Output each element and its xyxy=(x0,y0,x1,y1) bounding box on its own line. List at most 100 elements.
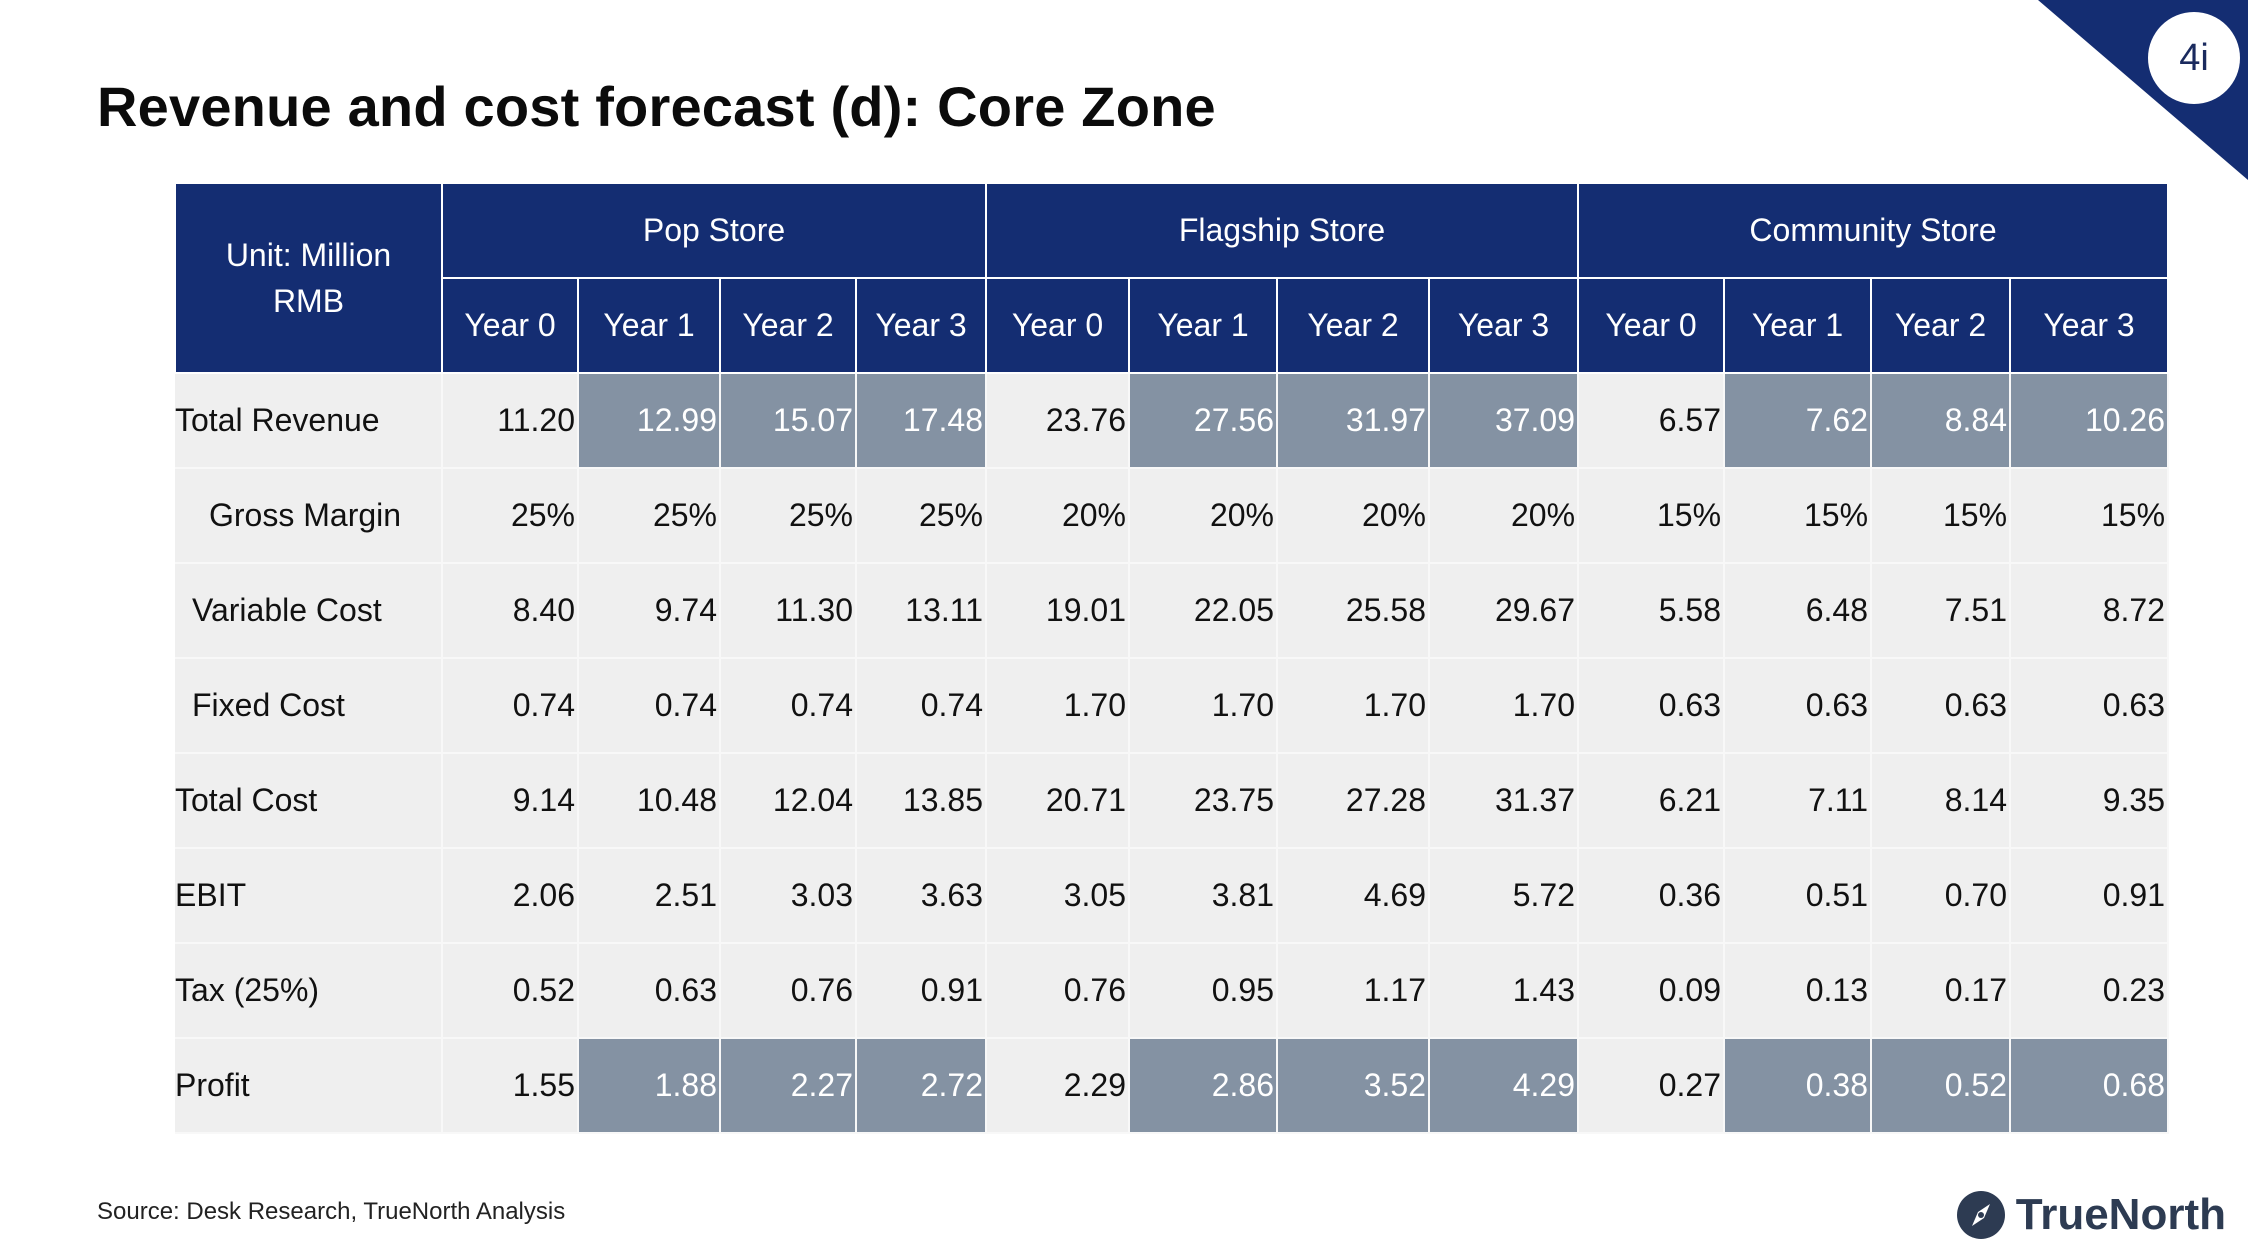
table-cell: 0.63 xyxy=(578,943,721,1039)
year-header: Year 2 xyxy=(1276,277,1430,374)
table-cell: 6.21 xyxy=(1578,753,1726,849)
table-cell: 3.03 xyxy=(720,848,857,944)
slide-number: 4i xyxy=(2148,12,2240,104)
row-label: Tax (25%) xyxy=(175,943,443,1039)
row-label: Total Revenue xyxy=(175,373,443,469)
source-note: Source: Desk Research, TrueNorth Analysi… xyxy=(97,1198,566,1225)
year-header: Year 2 xyxy=(719,277,857,374)
table-cell: 13.85 xyxy=(856,753,987,849)
table-cell: 10.26 xyxy=(2010,373,2170,469)
row-label: Profit xyxy=(175,1038,443,1134)
table-cell: 0.23 xyxy=(2010,943,2170,1039)
table-cell: 15% xyxy=(1871,468,2012,564)
table-cell: 13.11 xyxy=(856,563,987,659)
table-cell: 2.51 xyxy=(578,848,721,944)
table-cell: 0.70 xyxy=(1871,848,2012,944)
table-cell: 17.48 xyxy=(856,373,987,469)
year-header: Year 3 xyxy=(1427,277,1580,374)
table-cell: 5.58 xyxy=(1578,563,1726,659)
table-cell: 1.88 xyxy=(578,1038,721,1134)
table-cell: 1.70 xyxy=(1129,658,1278,754)
table-cell: 1.43 xyxy=(1429,943,1580,1039)
table-cell: 8.40 xyxy=(442,563,579,659)
table-cell: 0.17 xyxy=(1871,943,2012,1039)
unit-label: Unit: Million RMB xyxy=(225,237,392,319)
table-cell: 15% xyxy=(1578,468,1726,564)
table-cell: 9.35 xyxy=(2010,753,2170,849)
table-cell: 0.09 xyxy=(1578,943,1726,1039)
table-cell: 4.29 xyxy=(1429,1038,1580,1134)
table-cell: 0.91 xyxy=(2010,848,2170,944)
year-header: Year 1 xyxy=(1723,277,1873,374)
table-cell: 1.70 xyxy=(986,658,1130,754)
table-cell: 15.07 xyxy=(720,373,857,469)
table-cell: 2.27 xyxy=(720,1038,857,1134)
table-cell: 0.74 xyxy=(856,658,987,754)
table-row: EBIT 2.06 2.51 3.03 3.63 3.05 3.81 4.69 5.72 0.36… xyxy=(175,848,2170,944)
year-header: Year 1 xyxy=(577,277,721,374)
group-header-row: Unit: Million RMB Pop Store Flagship Sto… xyxy=(174,182,2170,374)
table-cell: 9.74 xyxy=(578,563,721,659)
table-cell: 0.74 xyxy=(720,658,857,754)
table-cell: 25.58 xyxy=(1277,563,1430,659)
table-cell: 0.76 xyxy=(986,943,1130,1039)
table-row: Gross Margin 25% 25% 25% 25% 20% 20% 20% 20% 15% 1… xyxy=(175,468,2170,564)
table-cell: 7.62 xyxy=(1724,373,1873,469)
table-cell: 2.06 xyxy=(442,848,579,944)
table-cell: 0.63 xyxy=(1578,658,1726,754)
table-cell: 3.81 xyxy=(1129,848,1278,944)
forecast-table: Unit: Million RMB Pop Store Flagship Sto… xyxy=(174,182,2170,1134)
table-cell: 0.63 xyxy=(1724,658,1873,754)
table-cell: 0.63 xyxy=(1871,658,2012,754)
table-cell: 27.28 xyxy=(1277,753,1430,849)
table-row: Fixed Cost 0.74 0.74 0.74 0.74 1.70 1.70 1.70 1.… xyxy=(175,658,2170,754)
table-cell: 27.56 xyxy=(1129,373,1278,469)
year-header: Year 3 xyxy=(2009,277,2170,374)
table-cell: 2.86 xyxy=(1129,1038,1278,1134)
table-cell: 3.63 xyxy=(856,848,987,944)
row-label: Fixed Cost xyxy=(175,658,443,754)
table-cell: 12.04 xyxy=(720,753,857,849)
table-cell: 15% xyxy=(2010,468,2170,564)
table-cell: 20% xyxy=(986,468,1130,564)
group-header-community-store: Community Store xyxy=(1577,182,2170,279)
table-cell: 0.95 xyxy=(1129,943,1278,1039)
table-cell: 20.71 xyxy=(986,753,1130,849)
table-cell: 20% xyxy=(1429,468,1580,564)
table-cell: 25% xyxy=(578,468,721,564)
row-label: Gross Margin xyxy=(175,468,443,564)
table-cell: 23.75 xyxy=(1129,753,1278,849)
table-cell: 31.37 xyxy=(1429,753,1580,849)
table-cell: 0.36 xyxy=(1578,848,1726,944)
slide-title: Revenue and cost forecast (d): Core Zone xyxy=(97,75,1216,138)
table-cell: 0.51 xyxy=(1724,848,1873,944)
table-row: Total Revenue 11.20 12.99 15.07 17.48 23.76 27… xyxy=(175,373,2170,469)
group-header-flagship-store: Flagship Store xyxy=(984,182,1580,279)
year-header-row: Year 0 Year 1 Year 2 Year 3 Year 0 Year 1 Year… xyxy=(175,277,2170,374)
table-cell: 11.20 xyxy=(442,373,579,469)
table-cell: 0.27 xyxy=(1578,1038,1726,1134)
year-header: Year 0 xyxy=(441,277,579,374)
compass-icon xyxy=(1956,1191,2005,1239)
year-header: Year 1 xyxy=(1128,277,1278,374)
row-label: EBIT xyxy=(175,848,443,944)
row-label: Variable Cost xyxy=(175,563,443,659)
table-cell: 2.72 xyxy=(856,1038,987,1134)
table-cell: 6.48 xyxy=(1724,563,1873,659)
group-header-pop-store: Pop Store xyxy=(441,182,987,279)
table-cell: 8.14 xyxy=(1871,753,2012,849)
truenorth-logo: TrueNorth xyxy=(1956,1190,2226,1240)
table-cell: 7.51 xyxy=(1871,563,2012,659)
table-row: Variable Cost 8.40 9.74 11.30 13.11 19.01 22.0… xyxy=(175,563,2170,659)
table-cell: 29.67 xyxy=(1429,563,1580,659)
table-cell: 15% xyxy=(1724,468,1873,564)
table-cell: 10.48 xyxy=(578,753,721,849)
table-cell: 20% xyxy=(1277,468,1430,564)
table-cell: 7.11 xyxy=(1724,753,1873,849)
year-header: Year 0 xyxy=(1577,277,1726,374)
year-header: Year 3 xyxy=(855,277,987,374)
table-row: Profit 1.55 1.88 2.27 2.72 2.29 2.86 3.52 4.29 0.… xyxy=(175,1038,2170,1134)
table-cell: 22.05 xyxy=(1129,563,1278,659)
table-cell: 23.76 xyxy=(986,373,1130,469)
year-header: Year 2 xyxy=(1870,277,2012,374)
